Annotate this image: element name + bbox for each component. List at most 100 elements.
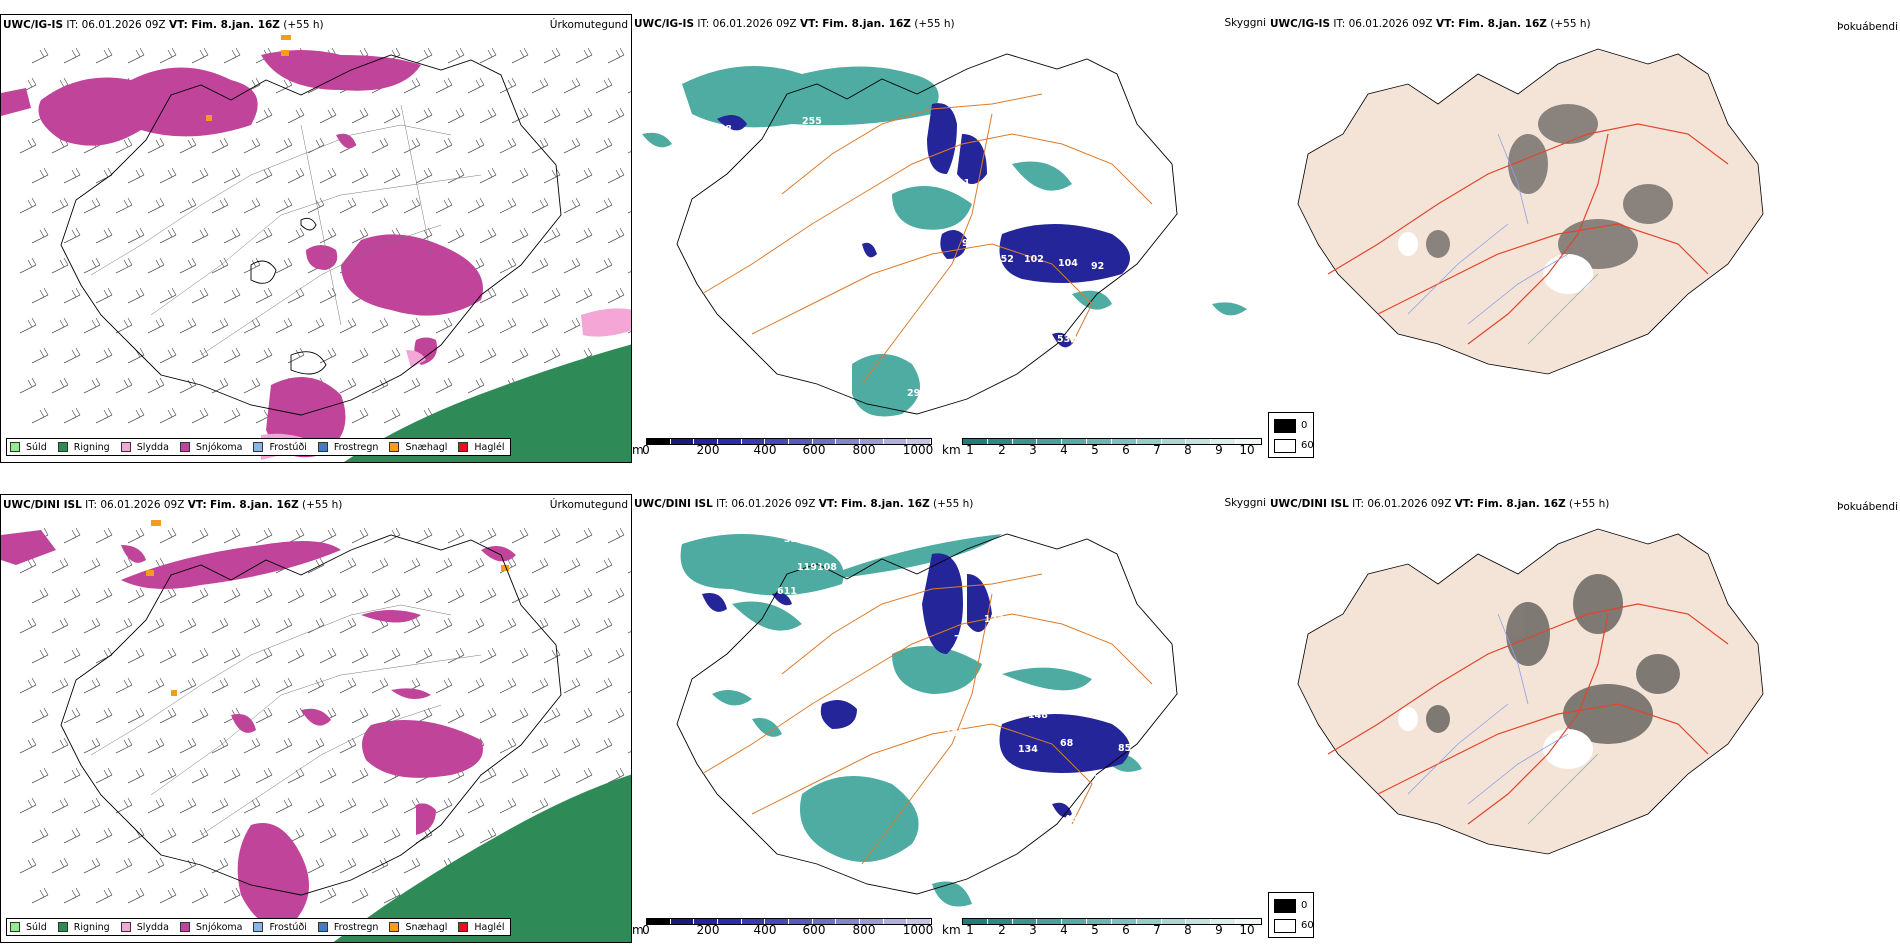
wind-barb: [371, 857, 389, 874]
wind-barb: [531, 137, 549, 154]
wind-barb: [627, 571, 631, 574]
wind-barb: [575, 587, 593, 604]
legend-item: Frostúði: [253, 442, 307, 453]
vis-tick: 5: [1091, 443, 1099, 457]
vis-label: 33: [772, 144, 785, 155]
wind-barb: [447, 347, 465, 364]
wind-barb: [479, 647, 497, 664]
wind-barb: [543, 227, 561, 244]
legend-swatch: [458, 922, 469, 932]
vis-cell: [1211, 919, 1237, 924]
fog-legend-dark-box: [1274, 419, 1296, 433]
vis-tick: 9: [1215, 443, 1223, 457]
wind-barb: [159, 647, 177, 664]
wind-barb: [467, 377, 485, 394]
wind-barb: [499, 677, 517, 694]
wind-barb: [51, 677, 69, 694]
wind-barb: [479, 167, 497, 184]
wind-barb: [31, 587, 49, 604]
wind-barb: [223, 287, 241, 304]
wind-barb: [435, 797, 453, 814]
it-label: IT:: [716, 498, 729, 510]
wind-barb: [607, 107, 625, 124]
wind-barb: [339, 677, 357, 694]
height-cell: [812, 919, 837, 924]
wind-barb: [435, 137, 453, 154]
wind-barb: [351, 107, 369, 124]
wind-barb: [19, 857, 37, 874]
wind-barb: [211, 257, 229, 274]
vis-label: 46: [1064, 814, 1078, 825]
wind-barb: [467, 617, 485, 634]
wind-barb: [575, 287, 593, 304]
wind-barb: [159, 287, 177, 304]
wind-barb: [511, 707, 529, 724]
legend-swatch: [10, 922, 20, 932]
wind-barb: [627, 691, 631, 694]
vis-label: 780: [1028, 692, 1048, 703]
legend-swatch: [179, 442, 190, 452]
vis-label: 78: [954, 634, 968, 645]
wind-barb: [595, 677, 613, 694]
wind-barb: [531, 737, 549, 754]
vis-label: 92: [1091, 261, 1104, 272]
wind-barb: [83, 257, 101, 274]
vt-value: Fim. 8.jan. 16Z: [191, 19, 280, 31]
model-name: UWC/IG-IS: [634, 18, 695, 30]
wind-barb: [275, 137, 293, 154]
vt-label: VT:: [168, 19, 188, 31]
wind-barbs: [19, 47, 631, 424]
wind-barb: [531, 257, 549, 274]
wind-barb: [479, 47, 497, 64]
wind-barb: [307, 857, 325, 874]
height-cell: [765, 439, 790, 444]
height-cell: [883, 919, 908, 924]
wind-barb: [307, 137, 325, 154]
wind-barb: [211, 197, 229, 214]
wind-barb: [499, 737, 517, 754]
model-name: UWC/DINI ISL: [634, 498, 713, 510]
wind-barb: [511, 587, 529, 604]
wind-barb: [19, 797, 37, 814]
wind-barb: [467, 317, 485, 334]
vis-coastline: [676, 53, 1178, 415]
wind-barb: [159, 407, 177, 424]
wind-barb: [159, 227, 177, 244]
wind-barb: [51, 797, 69, 814]
vt-label: VT:: [1454, 498, 1474, 510]
wind-barb: [383, 167, 401, 184]
wind-barb: [255, 707, 273, 724]
wind-barb: [563, 557, 581, 574]
precip-legend: Súld Rigning Slydda Snjókoma Frostúði Fr…: [6, 918, 511, 936]
wind-barb: [223, 47, 241, 64]
height-cell: [907, 919, 932, 924]
vis-cell: [1136, 919, 1162, 924]
vis-cell: [1111, 919, 1137, 924]
wind-barb: [499, 617, 517, 634]
legend-label: Súld: [26, 921, 47, 933]
wind-barb: [179, 197, 197, 214]
wind-barb: [479, 227, 497, 244]
wind-barb: [563, 737, 581, 754]
wind-barb: [51, 617, 69, 634]
fog-indicator-panel: UWC/DINI ISL IT: 06.01.2026 09Z VT: Fim.…: [1268, 494, 1900, 943]
vis-label: 102: [945, 728, 965, 739]
wind-barb: [307, 317, 325, 334]
wind-barb: [319, 767, 337, 784]
vis-labels: 88 33 611 119 108 622 172 78 780 136 148…: [760, 514, 1146, 909]
wind-barb: [595, 257, 613, 274]
height-cell: [812, 439, 837, 444]
wind-barb: [83, 617, 101, 634]
wind-barb: [95, 47, 113, 64]
it-value: 06.01.2026 09Z: [81, 19, 166, 31]
vis-label: 34: [1132, 898, 1146, 909]
height-cell: [860, 919, 884, 924]
wind-barb: [351, 767, 369, 784]
wind-barb: [223, 527, 241, 544]
wind-barb: [435, 377, 453, 394]
wind-barb: [575, 647, 593, 664]
precip-type-panel: UWC/DINI ISL IT: 06.01.2026 09Z VT: Fim.…: [0, 494, 632, 943]
legend-label: Rigning: [73, 441, 110, 453]
vis-cell: [987, 439, 1013, 444]
fog-legend-dark-label: 0: [1301, 420, 1308, 431]
